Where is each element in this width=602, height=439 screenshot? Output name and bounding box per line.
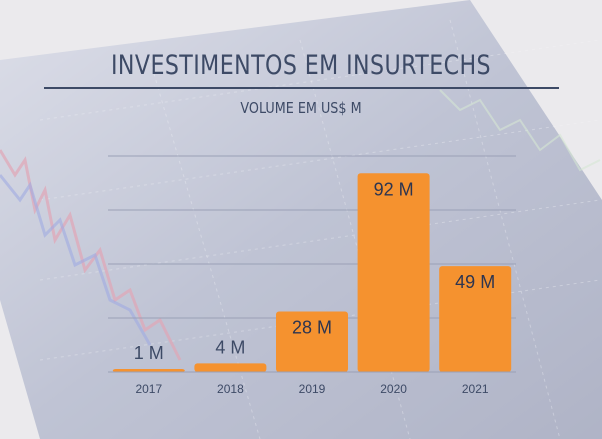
- bar: [112, 369, 185, 372]
- chart-subtitle: VOLUME EM US$ M: [240, 99, 362, 117]
- x-tick-label: 2021: [462, 382, 489, 396]
- bar: [276, 311, 348, 372]
- x-tick-label: 2017: [135, 382, 162, 396]
- x-tick-label: 2020: [380, 382, 407, 396]
- bar: [439, 266, 512, 372]
- x-tick-label: 2018: [217, 382, 244, 396]
- data-label: 4 M: [215, 337, 245, 357]
- bar: [357, 173, 430, 372]
- bar: [194, 363, 267, 372]
- data-label: 1 M: [134, 343, 164, 363]
- data-label: 28 M: [292, 318, 332, 338]
- chart-title: INVESTIMENTOS EM INSURTECHS: [110, 50, 492, 81]
- title-divider: [44, 87, 559, 89]
- data-label: 49 M: [455, 272, 495, 292]
- data-label: 92 M: [374, 179, 414, 199]
- x-tick-label: 2019: [299, 382, 326, 396]
